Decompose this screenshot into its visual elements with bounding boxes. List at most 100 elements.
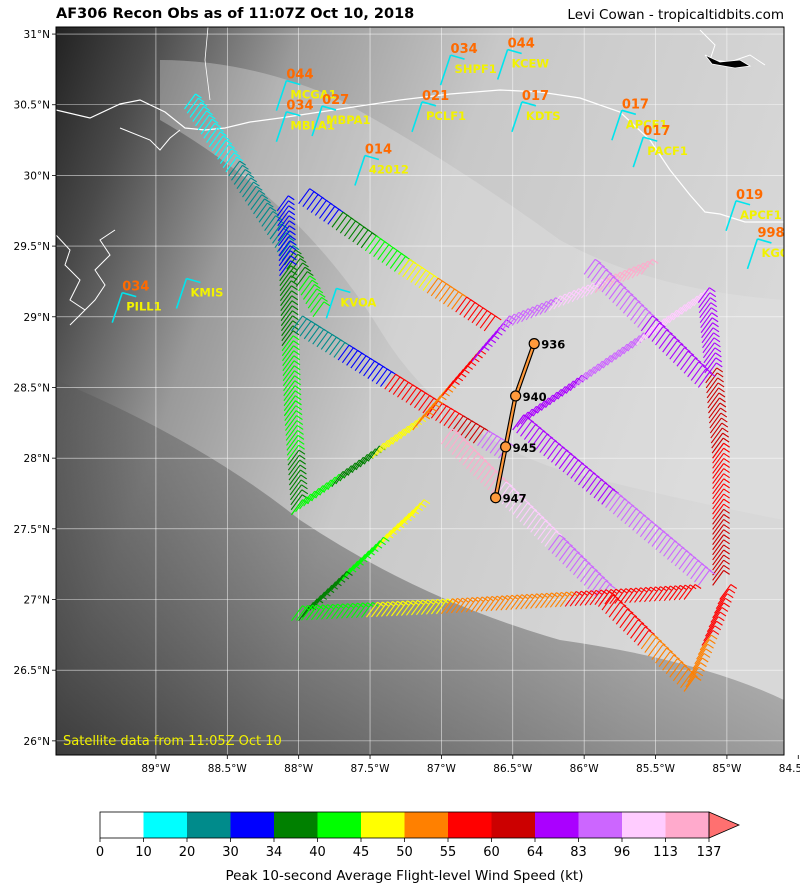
wind-barb <box>678 584 691 601</box>
wind-barb <box>678 553 691 570</box>
wind-barb-flag <box>651 315 659 321</box>
wind-barb <box>456 417 468 434</box>
wind-barb <box>418 272 431 289</box>
wind-barb <box>689 292 702 309</box>
wind-barb-flag <box>532 306 539 312</box>
wind-barb-flag <box>709 297 717 303</box>
wind-barb-flag <box>725 597 732 603</box>
wind-barb <box>247 190 260 206</box>
wind-barb <box>557 383 570 400</box>
wind-barb-flag <box>542 430 550 436</box>
wind-barb <box>704 357 717 374</box>
wind-barb <box>647 527 660 544</box>
wind-barb <box>712 468 725 484</box>
wind-barb-flag <box>647 518 654 523</box>
wind-barb-flag <box>290 280 298 286</box>
wind-barb <box>622 266 635 282</box>
wind-barb <box>629 587 642 604</box>
wind-barb-flag <box>502 478 509 483</box>
wind-barb-flag <box>616 598 623 604</box>
wind-barb-flag <box>386 533 394 539</box>
wind-barb <box>239 177 252 194</box>
wind-barb <box>712 519 725 535</box>
wind-barb <box>710 607 723 623</box>
wind-barb <box>690 563 703 580</box>
wind-barb-flag <box>292 320 299 326</box>
wind-barb-flag <box>624 269 631 275</box>
wind-barb-flag <box>619 271 627 277</box>
wind-barb <box>630 623 642 639</box>
wind-barb <box>549 591 562 608</box>
wind-barb <box>521 306 533 323</box>
wind-barb <box>544 592 557 608</box>
wind-barb-flag <box>685 550 693 556</box>
wind-barb <box>279 270 292 287</box>
wind-barb-flag <box>673 654 680 660</box>
wind-barb-flag <box>580 555 588 561</box>
wind-barb <box>430 402 443 419</box>
satellite-cloud-band <box>160 60 784 520</box>
wind-barb <box>712 478 725 495</box>
station-barb-flag <box>364 154 380 161</box>
wind-barb <box>300 279 313 296</box>
wind-barb-flag <box>298 444 305 450</box>
wind-barb <box>585 476 598 492</box>
wind-barb <box>470 596 483 613</box>
wind-barb <box>620 505 633 521</box>
wind-barb-flag <box>594 258 602 264</box>
colorbar-tick-label: 64 <box>527 845 544 860</box>
wind-barb <box>323 206 336 222</box>
wind-barb-flag <box>527 502 534 508</box>
wind-barb <box>323 476 336 493</box>
wind-barb-flag <box>292 340 300 346</box>
wind-barb-flag <box>723 452 730 458</box>
wind-barb-flag <box>225 139 233 145</box>
wind-barb <box>605 598 618 614</box>
wind-barb-flag <box>707 643 714 649</box>
wind-barb-flag <box>644 626 652 632</box>
wind-barb <box>694 368 707 385</box>
wind-barb <box>336 603 348 619</box>
wind-barb-flag <box>662 531 670 536</box>
wind-barb-flag <box>626 290 634 296</box>
wind-barb <box>479 312 492 329</box>
wind-barb <box>648 586 661 602</box>
wind-barb-flag <box>723 503 730 509</box>
wind-barb-flag <box>728 588 736 594</box>
wind-barb <box>455 296 468 313</box>
wind-barb-flag <box>513 313 521 319</box>
station-code: PILL1 <box>126 300 161 314</box>
colorbar-tick-label: 113 <box>653 845 678 860</box>
wind-barb <box>277 210 290 227</box>
wind-barb <box>343 462 356 479</box>
wind-barb <box>557 291 570 308</box>
wind-barb <box>389 253 402 269</box>
wind-barb-flag <box>300 479 308 485</box>
colorbar-label: Peak 10-second Average Flight-level Wind… <box>226 868 584 884</box>
wind-barb-flag <box>327 588 335 594</box>
wind-barb-flag <box>222 135 230 141</box>
wind-barb <box>702 337 715 354</box>
wind-barb-flag <box>531 420 538 426</box>
wind-barb <box>339 465 352 482</box>
wind-barb <box>708 402 721 419</box>
wind-barb-flag <box>601 278 608 284</box>
wind-barb <box>425 599 438 615</box>
wind-barb <box>712 452 725 469</box>
wind-barb-flag <box>723 559 730 565</box>
wind-barb-flag <box>587 562 595 568</box>
wind-barb <box>558 545 571 561</box>
colorbar-swatch <box>404 812 448 838</box>
wind-barb <box>516 417 529 434</box>
wind-barb <box>624 587 637 604</box>
wind-barb-flag <box>647 260 654 266</box>
wind-barb <box>316 331 329 348</box>
wind-barb <box>615 290 628 307</box>
station-code: KMIS <box>190 286 223 300</box>
wind-barb <box>690 657 703 674</box>
wind-barb <box>630 304 642 321</box>
wind-barb-flag <box>364 553 372 559</box>
wind-barb <box>545 391 558 408</box>
station-barb-flag <box>621 109 637 116</box>
wind-barb-flag <box>694 584 702 589</box>
